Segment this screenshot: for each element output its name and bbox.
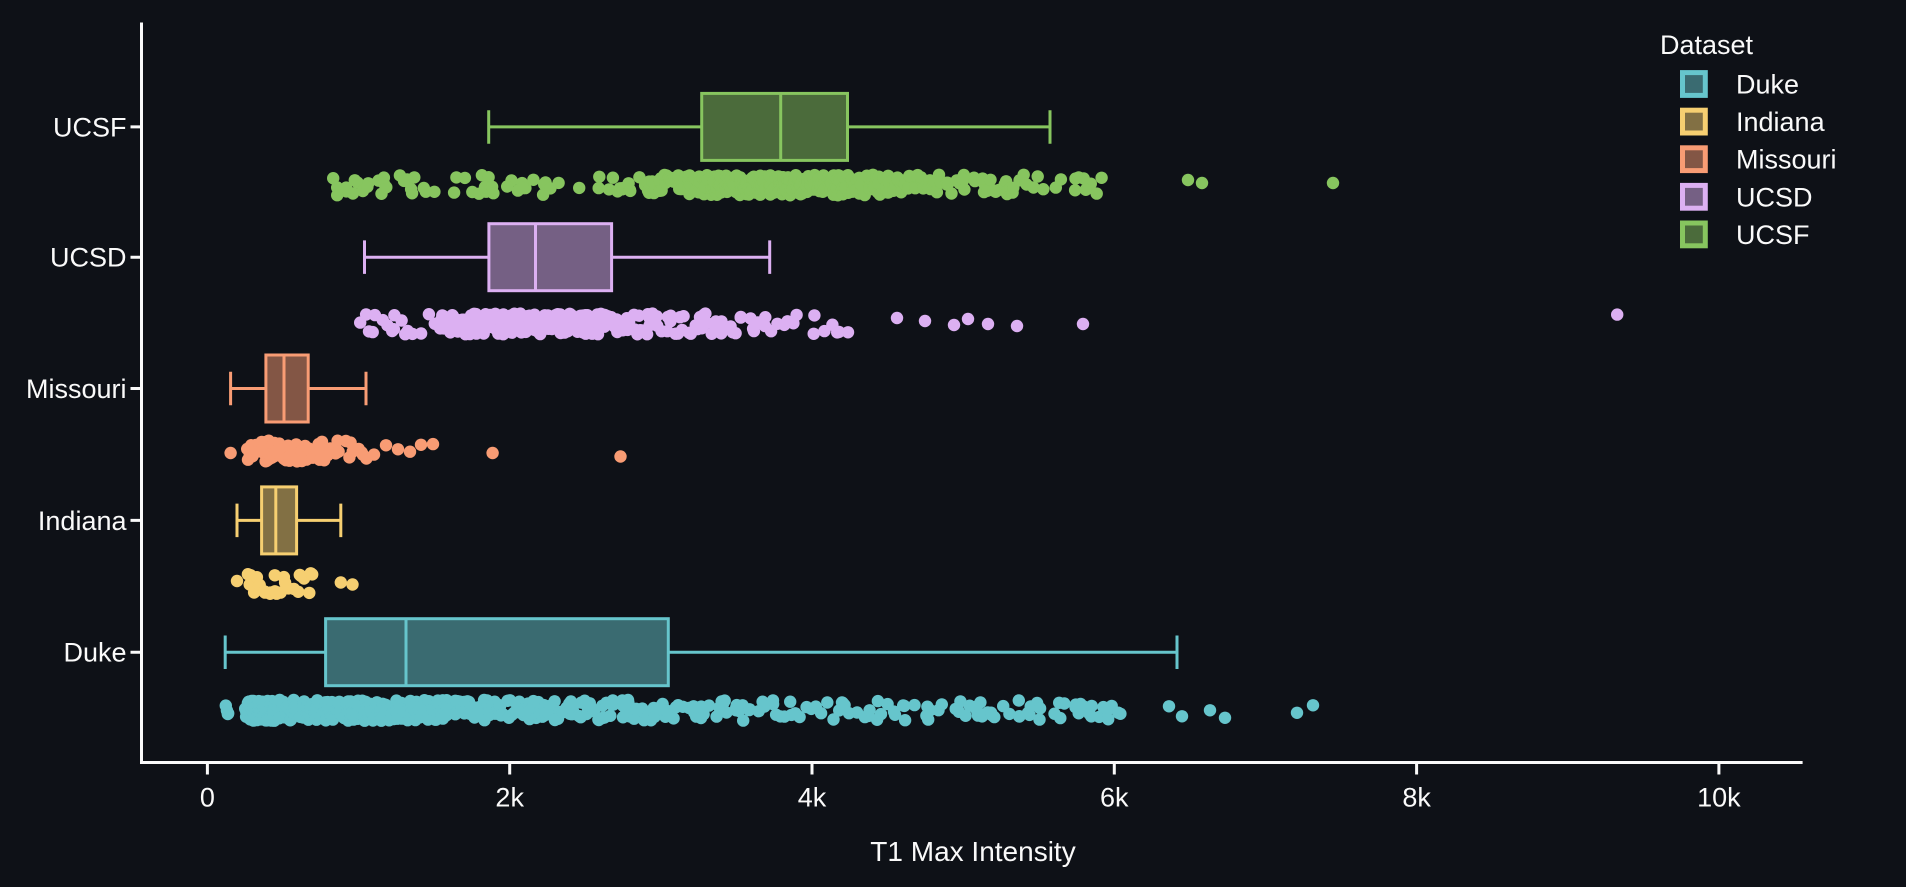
svg-text:UCSF: UCSF — [53, 112, 127, 142]
svg-text:Indiana: Indiana — [1736, 107, 1826, 137]
svg-text:10k: 10k — [1697, 783, 1741, 813]
svg-text:Duke: Duke — [1736, 70, 1799, 100]
svg-text:0: 0 — [200, 783, 215, 813]
svg-text:UCSD: UCSD — [1736, 182, 1813, 212]
svg-text:UCSF: UCSF — [1736, 220, 1810, 250]
svg-text:Dataset: Dataset — [1660, 30, 1754, 60]
svg-text:4k: 4k — [798, 783, 827, 813]
svg-text:Missouri: Missouri — [26, 374, 127, 404]
svg-text:Indiana: Indiana — [38, 506, 128, 536]
svg-text:8k: 8k — [1402, 783, 1431, 813]
svg-text:T1 Max Intensity: T1 Max Intensity — [870, 836, 1075, 867]
svg-text:2k: 2k — [495, 783, 524, 813]
svg-text:6k: 6k — [1100, 783, 1129, 813]
svg-text:UCSD: UCSD — [50, 243, 127, 273]
svg-text:Duke: Duke — [63, 638, 126, 668]
svg-text:Missouri: Missouri — [1736, 145, 1837, 175]
